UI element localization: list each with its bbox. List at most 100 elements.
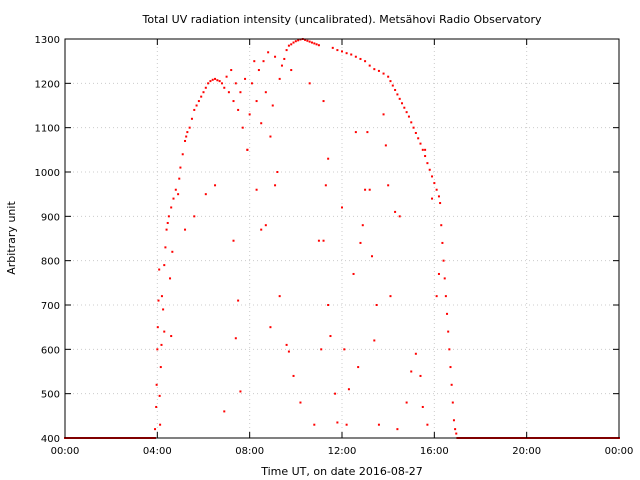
data-point xyxy=(322,239,325,242)
data-point xyxy=(190,117,193,120)
data-point xyxy=(154,428,157,431)
data-point xyxy=(163,264,166,267)
data-point xyxy=(317,44,320,47)
data-point xyxy=(440,224,443,227)
data-point xyxy=(218,80,221,83)
data-point xyxy=(155,383,158,386)
data-point xyxy=(184,228,187,231)
x-axis-label: Time UT, on date 2016-08-27 xyxy=(260,465,423,478)
data-point xyxy=(320,348,323,351)
data-point xyxy=(160,343,163,346)
data-point xyxy=(394,88,397,91)
data-point xyxy=(452,419,455,422)
data-point xyxy=(405,111,408,114)
y-tick-label: 1100 xyxy=(35,124,60,135)
data-point xyxy=(230,69,233,72)
data-point xyxy=(188,126,191,129)
data-point xyxy=(155,405,158,408)
data-point xyxy=(193,215,196,218)
data-point xyxy=(336,421,339,424)
data-point xyxy=(398,97,401,100)
data-point xyxy=(454,428,457,431)
data-point xyxy=(350,53,353,56)
data-point xyxy=(157,299,160,302)
data-point xyxy=(389,80,392,83)
data-point xyxy=(368,64,371,67)
data-point xyxy=(170,335,173,338)
data-point xyxy=(195,104,198,107)
data-point xyxy=(331,46,334,49)
data-point xyxy=(163,330,166,333)
data-point xyxy=(407,115,410,118)
data-point xyxy=(214,77,217,80)
data-point xyxy=(377,423,380,426)
y-tick-label: 800 xyxy=(41,257,60,268)
y-tick-label: 1000 xyxy=(35,168,60,179)
data-point xyxy=(431,175,434,178)
data-point xyxy=(285,49,288,52)
data-point xyxy=(322,100,325,103)
data-point xyxy=(184,139,187,142)
x-tick-label: 20:00 xyxy=(512,446,541,457)
data-point xyxy=(443,277,446,280)
data-point xyxy=(171,250,174,253)
data-point xyxy=(373,68,376,71)
data-point xyxy=(308,82,311,85)
data-point xyxy=(158,268,161,271)
data-point xyxy=(248,113,251,116)
data-point xyxy=(444,295,447,298)
data-point xyxy=(239,91,242,94)
data-point xyxy=(223,410,226,413)
data-point xyxy=(375,304,378,306)
data-point xyxy=(343,348,346,351)
data-point xyxy=(391,84,394,87)
data-point xyxy=(260,228,263,231)
y-axis-label: Arbitrary unit xyxy=(5,201,18,275)
data-point xyxy=(426,162,429,165)
data-point xyxy=(170,206,173,209)
data-point xyxy=(159,366,162,369)
data-point xyxy=(364,60,367,63)
x-tick-label: 00:00 xyxy=(605,446,634,457)
data-point xyxy=(278,77,281,80)
data-point xyxy=(428,168,431,171)
data-point xyxy=(310,41,313,44)
data-point xyxy=(158,394,161,397)
data-point xyxy=(384,144,387,147)
data-point xyxy=(278,295,281,298)
data-point xyxy=(299,401,302,404)
data-point xyxy=(354,131,357,134)
data-point xyxy=(186,131,189,134)
data-point xyxy=(172,197,175,200)
data-point xyxy=(239,390,242,393)
y-tick-label: 1200 xyxy=(35,79,60,90)
x-tick-label: 08:00 xyxy=(235,446,264,457)
data-point xyxy=(285,343,288,346)
data-point xyxy=(166,221,169,224)
data-point xyxy=(396,428,399,431)
data-point xyxy=(167,215,170,218)
data-point xyxy=(214,184,217,187)
data-point xyxy=(267,51,270,54)
data-point xyxy=(359,241,362,244)
chart-title: Total UV radiation intensity (uncalibrat… xyxy=(142,13,542,26)
y-tick-label: 600 xyxy=(41,345,60,356)
data-point xyxy=(225,75,228,78)
data-point xyxy=(334,392,337,395)
data-point xyxy=(276,171,279,173)
data-point xyxy=(193,108,196,111)
data-point xyxy=(424,148,427,151)
data-point xyxy=(232,100,235,103)
x-tick-label: 16:00 xyxy=(420,446,449,457)
data-point xyxy=(165,228,168,231)
data-point xyxy=(364,188,367,191)
x-tick-label: 00:00 xyxy=(51,446,80,457)
data-point xyxy=(216,79,219,82)
data-point xyxy=(341,50,343,53)
data-point xyxy=(394,210,397,213)
data-point xyxy=(202,91,205,94)
data-point xyxy=(237,108,240,111)
data-point xyxy=(414,352,417,355)
data-point xyxy=(426,423,429,426)
